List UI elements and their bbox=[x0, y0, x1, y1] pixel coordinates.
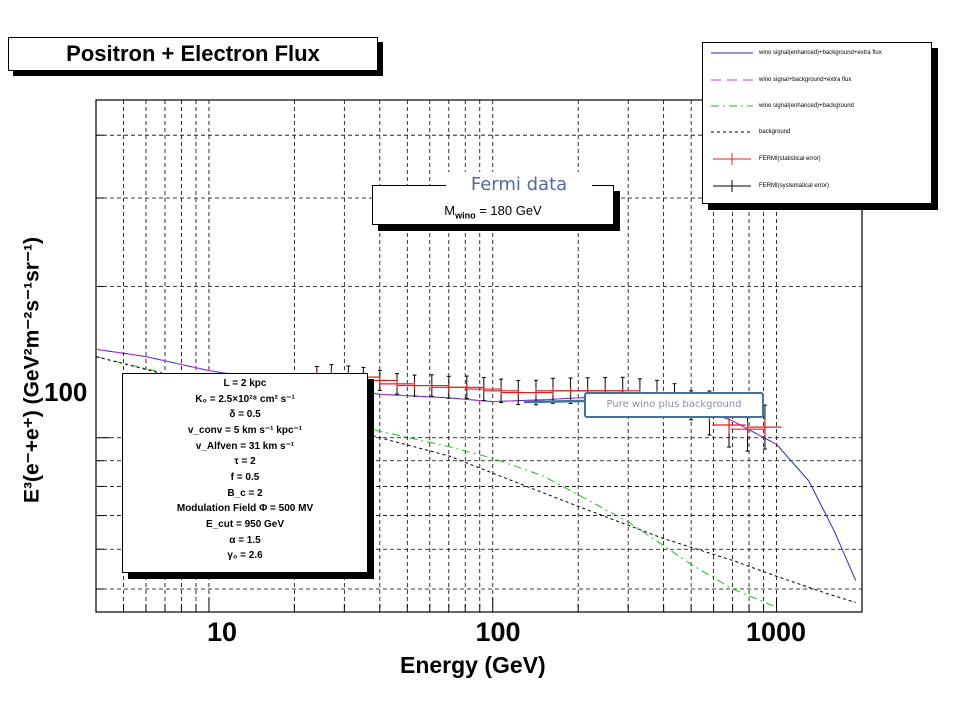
legend-label: background bbox=[759, 129, 791, 135]
legend-label: FERMI(systematical error) bbox=[759, 183, 830, 189]
legend-swatch bbox=[711, 105, 753, 107]
x-axis-label: Energy (GeV) bbox=[400, 652, 546, 678]
legend-swatch bbox=[713, 180, 751, 192]
parameter-line: α = 1.5 bbox=[229, 534, 261, 546]
parameter-line: τ = 2 bbox=[234, 456, 256, 468]
parameter-line: Modulation Field Φ = 500 MV bbox=[176, 503, 314, 515]
chart-title: Positron + Electron Flux bbox=[8, 37, 378, 71]
legend-entry: wino signal(enhanced)+background+extra f… bbox=[709, 47, 931, 59]
legend-label: wino signal+background+extra flux bbox=[759, 77, 852, 83]
legend-entry: FERMI(systematical error) bbox=[709, 180, 931, 192]
y-tick-label: 100 bbox=[44, 377, 88, 407]
legend-label: wino signal(enhanced)+background bbox=[759, 103, 854, 109]
parameter-box: L = 2 kpc K₀ = 2.5×10²⁸ cm² s⁻¹ δ = 0.5 v_c… bbox=[122, 373, 368, 573]
legend-label: FERMI(statistical error) bbox=[759, 156, 821, 162]
parameter-line: K₀ = 2.5×10²⁸ cm² s⁻¹ bbox=[195, 393, 295, 405]
parameter-line: γ₀ = 2.6 bbox=[227, 550, 263, 562]
legend-entry: background bbox=[709, 126, 931, 138]
y-axis-label: E³(e⁻+e⁺) (GeV²m⁻²s⁻¹sr⁻¹) bbox=[20, 236, 44, 504]
parameter-line: v_Alfven = 31 km s⁻¹ bbox=[195, 440, 295, 452]
legend-label: wino signal(enhanced)+background+extra f… bbox=[759, 50, 882, 56]
x-tick-label: 100 bbox=[475, 617, 521, 647]
legend-swatch bbox=[711, 79, 753, 81]
legend-entry: FERMI(statistical error) bbox=[709, 153, 931, 165]
legend-entry: wino signal(enhanced)+background bbox=[709, 100, 931, 112]
legend: wino signal(enhanced)+background+extra f… bbox=[702, 42, 932, 204]
callout-pure-wino: Pure wino plus background bbox=[584, 392, 764, 418]
wino-mass-label: Mwino = 180 GeV bbox=[444, 203, 542, 221]
parameter-line: δ = 0.5 bbox=[229, 409, 261, 421]
fermi-data-annotation: Fermi data bbox=[446, 172, 592, 198]
parameter-line: L = 2 kpc bbox=[223, 378, 267, 389]
parameter-line: f = 0.5 bbox=[230, 472, 260, 483]
legend-swatch bbox=[711, 131, 753, 133]
legend-swatch bbox=[711, 52, 753, 54]
x-tick-label: 10 bbox=[206, 617, 238, 647]
plot-frame bbox=[95, 99, 863, 613]
parameter-line: v_conv = 5 km s⁻¹ kpc⁻¹ bbox=[187, 425, 303, 436]
parameter-line: E_cut = 950 GeV bbox=[205, 519, 285, 530]
parameter-line: B_c = 2 bbox=[227, 487, 263, 499]
legend-entry: wino signal+background+extra flux bbox=[709, 74, 931, 86]
x-tick-label: 1000 bbox=[745, 617, 807, 647]
legend-swatch bbox=[713, 153, 751, 165]
callout-pointer bbox=[523, 399, 585, 404]
